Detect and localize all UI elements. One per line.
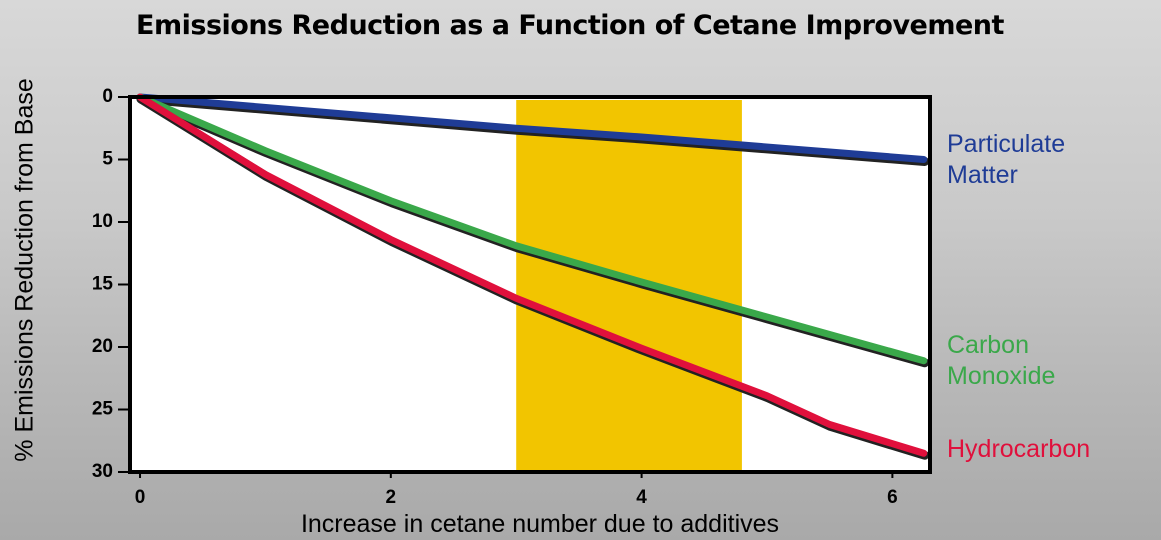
x-tick-label: 4 (636, 487, 647, 508)
plot-frame (128, 95, 932, 474)
x-axis-label: Increase in cetane number due to additiv… (301, 510, 779, 538)
y-tick-label: 15 (92, 274, 114, 295)
legend-label: Hydrocarbon (947, 434, 1091, 463)
y-axis-label: % Emissions Reduction from Base (11, 78, 39, 461)
shaded-band (516, 100, 742, 472)
legend-label: Particulate Matter (947, 129, 1066, 189)
x-tick-label: 0 (135, 487, 146, 508)
y-tick-label: 10 (92, 211, 113, 232)
y-tick-label: 5 (102, 149, 113, 170)
x-tick-label: 6 (887, 487, 898, 508)
series-line (136, 93, 928, 457)
y-tick-label: 0 (102, 86, 113, 107)
y-tick-label: 30 (92, 461, 113, 482)
legend-label: Carbon Monoxide (947, 330, 1056, 390)
y-tick-label: 20 (92, 336, 113, 357)
series-line (136, 93, 928, 163)
series-line (136, 93, 928, 365)
y-tick-label: 25 (92, 399, 114, 420)
x-tick-label: 2 (386, 487, 397, 508)
chart-title: Emissions Reduction as a Function of Cet… (136, 10, 1004, 41)
